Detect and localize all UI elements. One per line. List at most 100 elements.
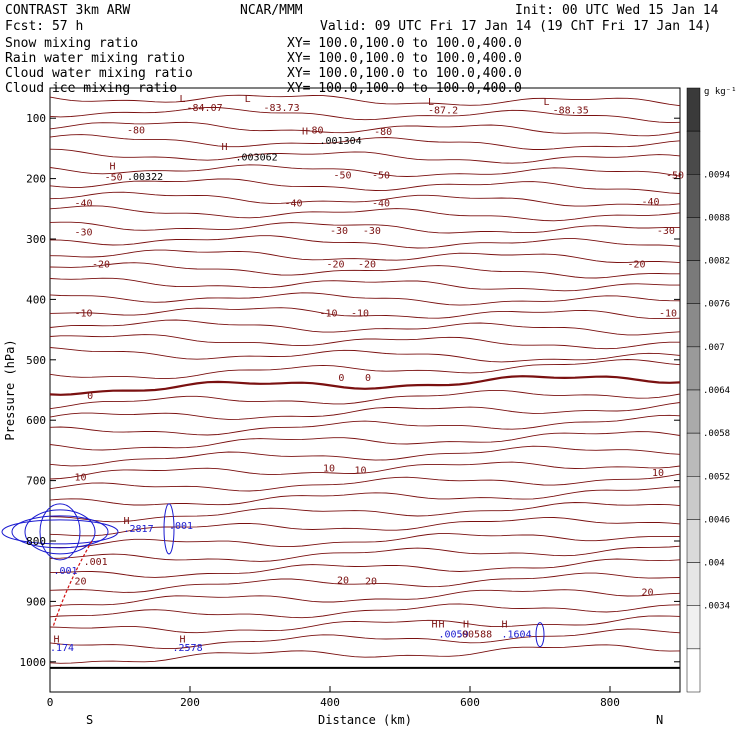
colorbar-swatch	[686, 260, 701, 304]
contour-label: -40	[75, 198, 93, 209]
contour-label: .001	[84, 557, 108, 568]
contour-label: .003062	[236, 153, 278, 164]
contour-label: -88.35	[553, 105, 589, 116]
temperature-contour	[49, 473, 681, 492]
init-time: Init: 00 UTC Wed 15 Jan 14	[515, 3, 719, 18]
field-label: Cloud water mixing ratio	[5, 66, 193, 81]
field-legend: Snow mixing ratio XY= 100.0,100.0 to 100.…	[5, 36, 522, 96]
temperature-contour	[49, 178, 681, 194]
colorbar: .0094 .0088 .0082 .0076 .007 .0064 .0058 .0052.…	[686, 87, 730, 693]
colorbar-swatch	[686, 605, 701, 650]
contour-label: -84.07	[187, 103, 223, 114]
contour-label: 10	[75, 473, 87, 484]
x-tick-label: 0	[47, 696, 54, 709]
contour-label: 0	[87, 391, 93, 402]
temperature-contour	[49, 334, 680, 350]
contour-label: .1604	[502, 630, 532, 641]
temperature-contour	[49, 262, 680, 279]
temperature-contour	[49, 205, 681, 222]
contour-label: .001304	[320, 136, 362, 147]
contour-label: -20	[92, 259, 110, 270]
y-tick-label: 700	[26, 475, 46, 488]
field-xy-range: XY= 100.0,100.0 to 100.0,400.0	[287, 51, 522, 66]
extremum-marker: H	[110, 162, 116, 173]
colorbar-swatch	[686, 87, 701, 132]
cloud-water-contour	[535, 622, 545, 648]
x-tick-label: 800	[600, 696, 620, 709]
cloud-water-contour	[39, 503, 81, 561]
x-tick-label: 200	[180, 696, 200, 709]
plot-frame	[49, 87, 681, 693]
y-tick-label: 1000	[20, 656, 47, 669]
temperature-contour	[49, 221, 680, 234]
extremum-marker: L	[544, 97, 550, 108]
contour-label: -80	[374, 127, 392, 138]
contour-label: -10	[75, 308, 93, 319]
temperature-contour	[49, 292, 681, 306]
extremum-marker: H	[502, 619, 508, 630]
contour-label: -83.73	[264, 103, 300, 114]
colorbar-swatch	[686, 217, 701, 261]
contour-label: -20	[358, 259, 376, 270]
temperature-contour	[49, 615, 681, 634]
y-tick-label: 900	[26, 595, 46, 608]
temperature-contour	[49, 359, 681, 380]
extremum-marker: H	[463, 619, 469, 630]
colorbar-swatch	[686, 648, 701, 693]
freezing-level-contour	[49, 375, 681, 396]
extremum-marker: L	[180, 94, 186, 105]
extremum-marker: H	[222, 142, 228, 153]
contour-label: .00322	[127, 172, 163, 183]
contour-label: -30	[75, 227, 93, 238]
contour-label: -40	[642, 197, 660, 208]
colorbar-swatch	[686, 562, 701, 606]
valid-time: Valid: 09 UTC Fri 17 Jan 14 (19 ChT Fri …	[320, 19, 711, 34]
cloud-water-contour	[1, 519, 119, 545]
contour-label: -50	[666, 171, 684, 182]
contour-label: .001	[54, 566, 78, 577]
contour-label: 10	[355, 465, 367, 476]
temperature-contour	[49, 121, 681, 137]
temperature-contour	[49, 307, 681, 320]
contour-label: .174	[50, 643, 74, 654]
contour-label: -80	[306, 125, 324, 136]
temperature-contour	[49, 277, 680, 292]
colorbar-label: .0076	[703, 300, 730, 310]
temperature-contour	[49, 249, 681, 264]
north-end-label: N	[656, 713, 663, 727]
contour-label: 20	[365, 577, 377, 588]
x-tick-label: 400	[320, 696, 340, 709]
temperature-contour	[49, 389, 681, 410]
contour-label: 20	[75, 577, 87, 588]
colorbar-label: .0034	[703, 602, 730, 612]
extremum-marker: L	[245, 94, 251, 105]
temperature-contour	[49, 134, 681, 150]
temperature-contours	[49, 94, 681, 664]
colorbar-swatch	[686, 389, 701, 434]
contour-label: -30	[657, 226, 675, 237]
contour-label: -87.2	[428, 105, 458, 116]
temperature-contour	[50, 533, 681, 548]
extremum-marker: H	[124, 516, 130, 527]
contour-label: -30	[330, 226, 348, 237]
temperature-contour	[49, 445, 681, 467]
colorbar-label: .0088	[703, 213, 730, 223]
rain-water-contour	[52, 540, 93, 626]
y-tick-label: 800	[26, 535, 46, 548]
temperature-contour	[49, 603, 681, 619]
temperature-contour	[49, 414, 681, 436]
colorbar-label: .0052	[703, 472, 730, 482]
field-label: Rain water mixing ratio	[5, 51, 185, 66]
field-xy-range: XY= 100.0,100.0 to 100.0,400.0	[287, 66, 522, 81]
contour-label: .2578	[173, 643, 203, 654]
temperature-contour	[49, 191, 681, 207]
contour-label: 20	[642, 587, 654, 598]
contour-label: -20	[628, 259, 646, 270]
temperature-contour	[49, 319, 681, 336]
temperature-contour	[49, 94, 681, 107]
temperature-contour	[49, 164, 681, 177]
extremum-marker: H	[439, 619, 445, 630]
extremum-marker: H	[432, 619, 438, 630]
model-title: CONTRAST 3km ARW	[5, 3, 130, 18]
contour-label: 0	[365, 373, 371, 384]
